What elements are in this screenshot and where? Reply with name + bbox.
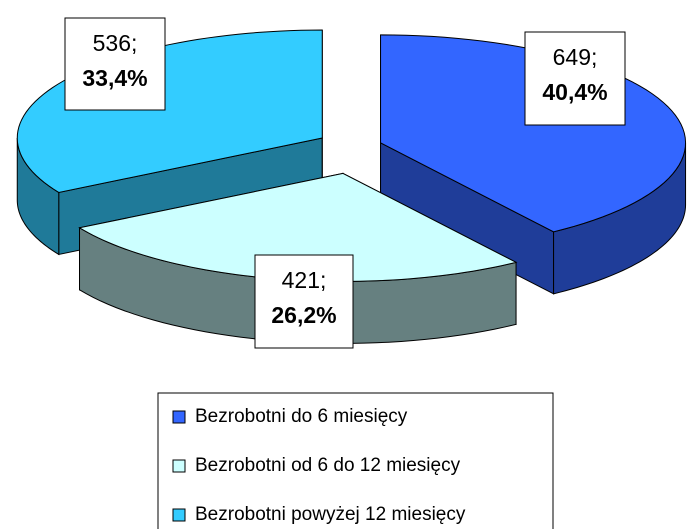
legend-label: Bezrobotni powyżej 12 miesięcy — [195, 504, 466, 525]
data-label-box — [524, 31, 626, 126]
data-label-percent: 33,4% — [82, 65, 147, 91]
legend-box — [157, 392, 554, 529]
legend-swatch — [172, 459, 186, 473]
data-label-percent: 26,2% — [271, 302, 336, 328]
data-label-value: 421; — [282, 267, 327, 293]
data-label-value: 536; — [93, 30, 138, 56]
data-label-box — [64, 17, 166, 111]
legend-label: Bezrobotni do 6 miesięcy — [195, 406, 408, 427]
legend-label: Bezrobotni od 6 do 12 miesięcy — [195, 455, 461, 476]
data-label-value: 649; — [553, 44, 598, 70]
legend-swatch — [172, 508, 186, 522]
data-label-box — [254, 254, 354, 349]
legend-swatch — [172, 410, 186, 424]
data-label-percent: 40,4% — [542, 79, 607, 105]
